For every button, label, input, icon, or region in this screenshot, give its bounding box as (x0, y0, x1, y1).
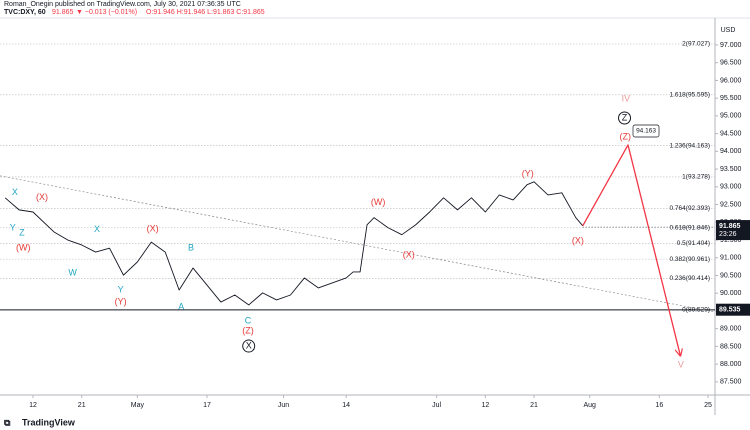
fib-label: 1(93.278) (682, 174, 710, 181)
fib-label: 0.5(91.404) (677, 240, 710, 247)
x-tick-label: 21 (530, 402, 538, 409)
plot-area: 2(97.027) 1.618(95.595) 1.236(94.163) 1(93.… (0, 41, 716, 370)
x-tick-label: Aug (583, 402, 596, 409)
fib-label: 0.764(92.393) (670, 205, 710, 212)
wave-label: A (178, 301, 184, 311)
y-tick-label: 93.000 (720, 184, 742, 191)
header-change: ▼ −0.013 (−0.01%) (76, 9, 137, 16)
wave-label: W (68, 267, 77, 277)
y-tick-label: 88.500 (720, 343, 742, 350)
fib-label: 1.236(94.163) (670, 142, 710, 149)
wave-label: (Z) (242, 326, 254, 336)
wave-label: Y (118, 284, 124, 294)
y-tick-label: 95.500 (720, 95, 742, 102)
last-price-badge (716, 220, 750, 241)
x-tick-label: 17 (203, 402, 211, 409)
fib-label: 0.618(91.846) (670, 224, 710, 231)
x-tick-label: 14 (342, 402, 350, 409)
currency: USD (721, 27, 736, 34)
y-tick-label: 90.500 (720, 272, 742, 279)
x-tick-label: May (131, 402, 145, 409)
wave-label: (X) (36, 192, 48, 202)
wave-label: IV (622, 94, 631, 104)
y-tick-label: 90.000 (720, 290, 742, 297)
y-tick-label: 96.500 (720, 60, 742, 67)
wave-label: (W) (371, 197, 386, 207)
x-tick-label: 12 (481, 402, 489, 409)
wave-label: (X) (147, 223, 159, 233)
wave-label: (Y) (522, 168, 534, 178)
y-tick-label: 94.000 (720, 148, 742, 155)
countdown-label: 23:26 (719, 231, 737, 238)
annotation-circle (618, 111, 632, 125)
wave-label: Z (19, 227, 25, 237)
header-ohlc: O:91.946 H:91.946 L:91.863 C:91.865 (146, 9, 265, 16)
x-tick-label: Jul (432, 402, 441, 409)
wave-label: V (678, 360, 684, 370)
x-tick-label: 12 (29, 402, 37, 409)
wave-label: (W) (16, 243, 31, 253)
annotation-circle (242, 339, 256, 353)
fib-label: 2(97.027) (682, 41, 710, 48)
y-tick-label: 93.500 (720, 166, 742, 173)
fib-label: 0.382(90.961) (670, 256, 710, 263)
y-tick-label: 97.000 (720, 42, 742, 49)
wave-label: Y (10, 222, 16, 232)
wave-label: (X) (572, 235, 584, 245)
fib-label: 0.236(90.414) (670, 275, 710, 282)
price-line (4, 181, 584, 306)
footer-logo: TradingView (22, 417, 76, 427)
wave-label: C (245, 316, 252, 326)
x-tick-label: 21 (78, 402, 86, 409)
wave-label: X (94, 224, 100, 234)
level-badge (716, 303, 750, 316)
wave-label: (Z) (619, 132, 631, 142)
y-tick-label: 96.000 (720, 77, 742, 84)
projection-line (582, 144, 680, 355)
target-box (632, 124, 660, 138)
wave-label: X (12, 187, 18, 197)
symbol: TVC:DXY, 60 (4, 9, 46, 16)
y-tick-label: 89.000 (720, 326, 742, 333)
y-tick-label: 92.500 (720, 201, 742, 208)
y-tick-label: 91.000 (720, 255, 742, 262)
footer-icon: ⧉ (4, 417, 11, 427)
y-tick-label: 87.500 (720, 379, 742, 386)
last-price-label: 91.865 (719, 223, 741, 230)
level-badge-label: 89.535 (719, 307, 741, 314)
trendline (0, 175, 716, 313)
x-tick-label: 16 (655, 402, 663, 409)
y-tick-label: 94.500 (720, 130, 742, 137)
header-price: 91.865 (52, 9, 74, 16)
footer (0, 415, 750, 430)
x-tick-label: Jun (278, 402, 289, 409)
fib-label: 0(89.529) (682, 307, 710, 314)
wave-label: Z (622, 112, 628, 122)
publisher: Roman_Onegin published on TradingView.co… (4, 1, 241, 8)
x-tick-label: 25 (704, 402, 712, 409)
wave-label: (X) (403, 249, 415, 259)
wave-label: B (188, 243, 194, 253)
y-tick-label: 95.000 (720, 113, 742, 120)
y-tick-label: 91.500 (720, 237, 742, 244)
y-tick-label: 88.000 (720, 361, 742, 368)
wave-label: (Y) (115, 296, 127, 306)
fib-label: 1.618(95.595) (670, 92, 710, 99)
target-label: 94.163 (636, 128, 656, 135)
wave-label: X (246, 340, 252, 350)
